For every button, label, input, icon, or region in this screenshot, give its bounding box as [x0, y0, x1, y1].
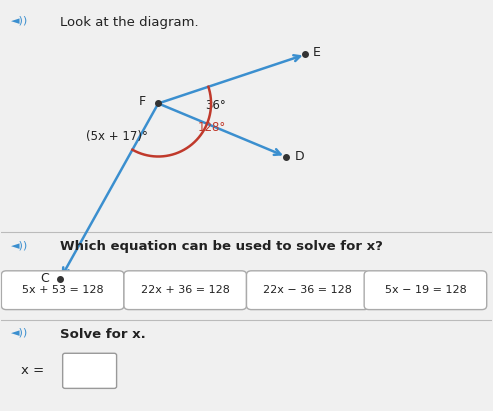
Text: Which equation can be used to solve for x?: Which equation can be used to solve for …	[60, 240, 383, 253]
Text: C: C	[40, 272, 49, 286]
Text: x =: x =	[21, 364, 44, 377]
Text: Look at the diagram.: Look at the diagram.	[60, 16, 199, 29]
Text: 22x − 36 = 128: 22x − 36 = 128	[263, 285, 352, 295]
FancyBboxPatch shape	[246, 271, 369, 309]
Text: ◄)): ◄))	[11, 240, 29, 250]
Text: 5x − 19 = 128: 5x − 19 = 128	[385, 285, 466, 295]
Text: Solve for x.: Solve for x.	[60, 328, 146, 341]
Text: F: F	[139, 95, 146, 108]
Text: ◄)): ◄))	[11, 328, 29, 338]
FancyBboxPatch shape	[1, 271, 124, 309]
Text: ◄)): ◄))	[11, 16, 29, 25]
Text: 36°: 36°	[205, 99, 226, 112]
FancyBboxPatch shape	[124, 271, 246, 309]
Text: 5x + 53 = 128: 5x + 53 = 128	[22, 285, 104, 295]
FancyBboxPatch shape	[364, 271, 487, 309]
Text: 128°: 128°	[197, 121, 226, 134]
Text: (5x + 17)°: (5x + 17)°	[86, 130, 148, 143]
Text: D: D	[294, 150, 304, 163]
FancyBboxPatch shape	[63, 353, 116, 388]
Text: 22x + 36 = 128: 22x + 36 = 128	[141, 285, 230, 295]
Text: E: E	[313, 46, 320, 59]
